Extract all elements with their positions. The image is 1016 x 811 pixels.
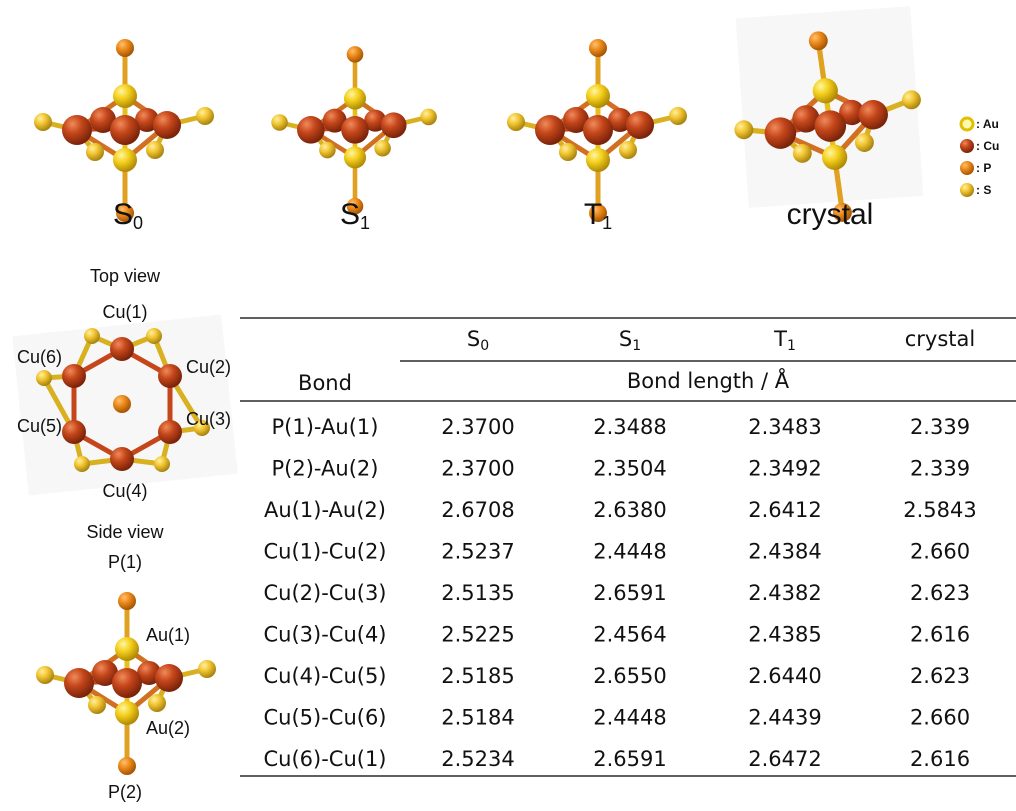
page: { "structures": [ {"base": "S", "sub": "… (0, 0, 1016, 806)
figure: S0 S1 T1 crystal : Au : Cu : P : S Top v… (0, 0, 1016, 806)
bond-length: 2.6591 (593, 581, 666, 605)
column-header: S1 (619, 327, 641, 354)
bond-length: 2.4439 (748, 706, 821, 730)
atom-label: Cu(1) (102, 302, 147, 322)
bond-length: 2.4448 (593, 540, 666, 564)
bond-length: 2.3700 (441, 457, 514, 481)
bond-length: 2.3483 (748, 415, 821, 439)
structure-label: S1 (340, 198, 370, 233)
legend-label: : Cu (976, 139, 999, 153)
side-view-structure (36, 592, 216, 775)
bond-length: 2.4384 (748, 540, 821, 564)
bond-name: Au(1)-Au(2) (264, 498, 386, 522)
bond-length: 2.3492 (748, 457, 821, 481)
column-header-sub: 1 (632, 338, 641, 354)
bond-name: P(2)-Au(2) (272, 457, 379, 481)
column-header: S0 (467, 327, 489, 354)
legend-label: : S (976, 183, 991, 197)
bond-length: 2.5234 (441, 747, 514, 771)
bond-length: 2.339 (910, 415, 970, 439)
column-header-base: S (467, 327, 480, 351)
bond-length: 2.623 (910, 664, 970, 688)
legend-swatch (960, 183, 974, 197)
legend-swatch (960, 161, 974, 175)
table-header: Bond (298, 371, 352, 395)
bond-length: 2.6380 (593, 498, 666, 522)
bond-length: 2.6440 (748, 664, 821, 688)
atom-label: Cu(4) (102, 481, 147, 501)
bond-name: Cu(4)-Cu(5) (263, 664, 386, 688)
structure-label: crystal (787, 198, 874, 231)
table-header: Bond length / Å (627, 367, 790, 393)
bond-length: 2.616 (910, 623, 970, 647)
atom-label: Au(1) (146, 625, 190, 645)
bond-length: 2.5225 (441, 623, 514, 647)
bond-name: Cu(5)-Cu(6) (263, 706, 386, 730)
bond-length: 2.660 (910, 540, 970, 564)
bond-length: 2.6472 (748, 747, 821, 771)
column-header-base: S (619, 327, 632, 351)
atom-label: Cu(6) (17, 347, 62, 367)
bond-length: 2.4448 (593, 706, 666, 730)
bond-length: 2.3700 (441, 415, 514, 439)
atom-label: Cu(5) (17, 416, 62, 436)
bond-name: Cu(1)-Cu(2) (263, 540, 386, 564)
bond-length: 2.6412 (748, 498, 821, 522)
bond-length: 2.5185 (441, 664, 514, 688)
atom-label: Au(2) (146, 718, 190, 738)
bond-length: 2.5237 (441, 540, 514, 564)
column-header: crystal (905, 327, 976, 351)
bond-length: 2.3504 (593, 457, 666, 481)
view-title: Top view (90, 266, 161, 286)
atom-label: P(1) (108, 552, 142, 572)
bond-length: 2.616 (910, 747, 970, 771)
legend-label: : Au (976, 117, 999, 131)
atom-label: Cu(2) (186, 357, 231, 377)
structure-s1 (271, 46, 437, 214)
bond-length: 2.3488 (593, 415, 666, 439)
bond-name: Cu(6)-Cu(1) (263, 747, 386, 771)
bond-length: 2.339 (910, 457, 970, 481)
structure-label: S0 (113, 198, 143, 233)
bond-name: P(1)-Au(1) (272, 415, 379, 439)
legend-label: : P (976, 161, 991, 175)
bond-length: 2.5135 (441, 581, 514, 605)
bond-length: 2.4385 (748, 623, 821, 647)
bond-length: 2.6550 (593, 664, 666, 688)
bond-length: 2.5843 (903, 498, 976, 522)
legend-swatch (960, 139, 974, 153)
bond-length: 2.4564 (593, 623, 666, 647)
structure-s0 (34, 39, 214, 222)
structure-label: T1 (584, 198, 612, 233)
bond-length: 2.6591 (593, 747, 666, 771)
bond-name: Cu(3)-Cu(4) (263, 623, 386, 647)
bond-length: 2.660 (910, 706, 970, 730)
bond-length: 2.623 (910, 581, 970, 605)
structure-t1 (507, 39, 687, 222)
view-title: Side view (86, 522, 164, 542)
column-header-sub: 0 (480, 338, 489, 354)
atom-label: P(2) (108, 782, 142, 802)
bond-length: 2.4382 (748, 581, 821, 605)
column-header-sub: 1 (787, 338, 796, 354)
legend-swatch (961, 118, 973, 130)
bond-length: 2.5184 (441, 706, 514, 730)
bond-name: Cu(2)-Cu(3) (263, 581, 386, 605)
column-header-base: crystal (905, 327, 976, 351)
column-header: T1 (773, 327, 796, 354)
bond-length: 2.6708 (441, 498, 514, 522)
column-header-base: T (773, 327, 787, 351)
atom-label: Cu(3) (186, 409, 231, 429)
